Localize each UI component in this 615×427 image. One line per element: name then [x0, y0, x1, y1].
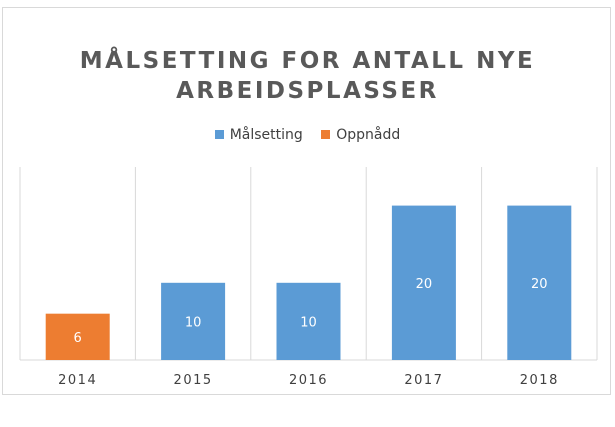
- data-label-2016: 10: [300, 315, 317, 330]
- legend-item-malsetting: Målsetting: [214, 127, 303, 143]
- bar-2016: [276, 282, 341, 360]
- bar-2017: [391, 205, 456, 360]
- legend-label-malsetting: Målsetting: [229, 127, 303, 143]
- legend-swatch-oppnadd: [321, 130, 331, 139]
- data-label-2017: 20: [416, 277, 433, 292]
- chart-title-line-1: MÅLSETTING FOR ANTALL NYE: [79, 48, 536, 74]
- x-tick-label-2018: 2018: [520, 373, 559, 388]
- legend-swatch-malsetting: [214, 130, 224, 139]
- data-label-2014: 6: [74, 331, 82, 346]
- bar-2018: [507, 205, 572, 360]
- x-tick-label-2016: 2016: [289, 373, 328, 388]
- chart-legend: Målsetting Oppnådd: [0, 127, 615, 143]
- x-tick-label-2014: 2014: [58, 373, 97, 388]
- legend-item-oppnadd: Oppnådd: [321, 127, 400, 143]
- chart-title: MÅLSETTING FOR ANTALL NYE ARBEIDSPLASSER: [0, 46, 615, 106]
- legend-label-oppnadd: Oppnådd: [336, 127, 401, 143]
- x-tick-label-2017: 2017: [404, 373, 443, 388]
- chart-title-line-2: ARBEIDSPLASSER: [176, 78, 439, 104]
- x-tick-label-2015: 2015: [174, 373, 213, 388]
- bar-2015: [161, 282, 226, 360]
- bar-2014: [45, 313, 110, 360]
- data-label-2015: 10: [185, 315, 202, 330]
- data-label-2018: 20: [531, 277, 548, 292]
